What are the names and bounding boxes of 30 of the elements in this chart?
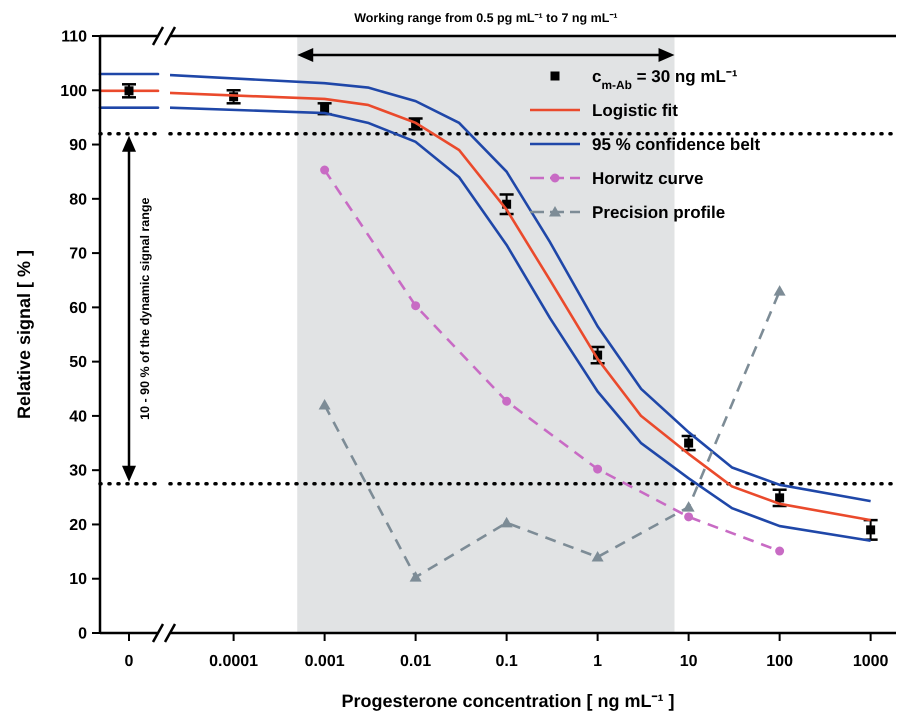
x-tick-label: 1000 <box>852 653 889 670</box>
legend-label: Logistic fit <box>592 101 678 120</box>
x-tick-label: 0.0001 <box>209 653 258 670</box>
y-tick-label: 110 <box>61 28 88 46</box>
legend-label: Precision profile <box>592 203 726 222</box>
x-axis-title: Progesterone concentration [ ng mL⁻¹ ] <box>341 691 675 711</box>
y-tick-label: 10 <box>69 571 88 588</box>
legend-label: Horwitz curve <box>592 169 704 188</box>
y-tick-label: 100 <box>60 82 88 100</box>
x-tick-label: 0.001 <box>304 653 345 670</box>
y-tick-label: 60 <box>69 300 88 317</box>
legend-label: c$_{m-Ab}$ = 30 ng mL⁻¹ <box>592 67 738 92</box>
annotation: 10 - 90 % of the dynamic signal range <box>138 198 152 420</box>
x-tick-label: 10 <box>680 653 698 670</box>
y-tick-label: 50 <box>69 354 88 372</box>
legend-label: 95 % confidence belt <box>592 135 760 154</box>
y-tick-label: 0 <box>78 626 88 642</box>
x-tick-label: 0.1 <box>495 653 518 670</box>
y-tick-label: 80 <box>69 191 88 208</box>
y-tick-label: 90 <box>69 137 88 154</box>
x-tick-label: 1 <box>593 653 602 670</box>
y-tick-label: 20 <box>69 516 88 534</box>
y-tick-label: 40 <box>69 408 88 426</box>
y-tick-label: 30 <box>69 462 88 480</box>
y-axis-title: Relative signal [ % ] <box>14 250 34 420</box>
band-label: Working range from 0.5 pg mL⁻¹ to 7 ng mL⁻¹ <box>354 11 618 25</box>
y-tick-label: 70 <box>69 246 88 263</box>
x-tick-label: 0 <box>124 653 134 670</box>
x-tick-label: 100 <box>766 653 794 670</box>
x-tick-label: 0.01 <box>400 653 432 670</box>
